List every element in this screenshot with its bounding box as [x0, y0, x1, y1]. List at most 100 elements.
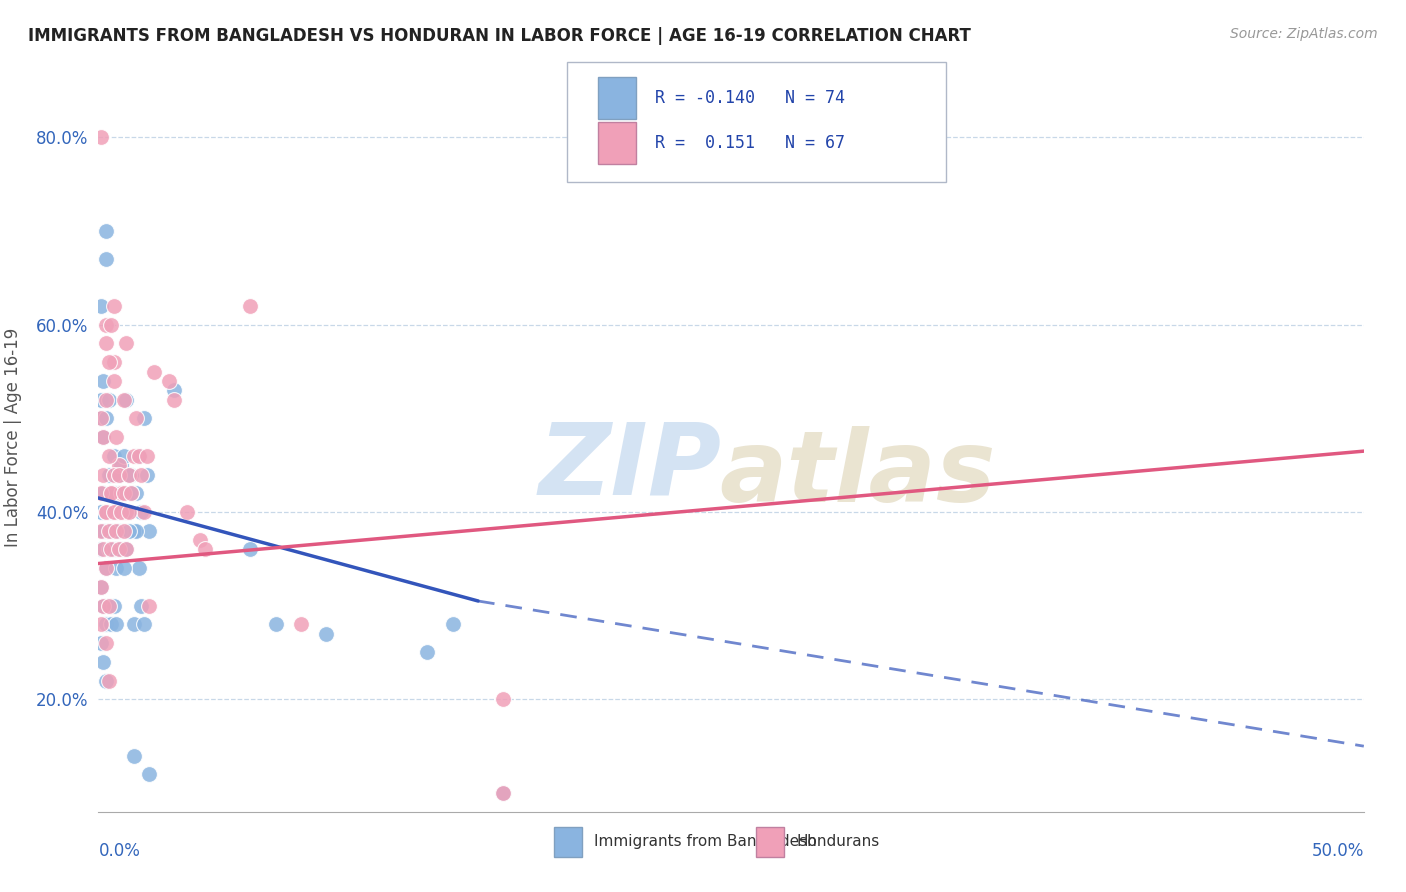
Point [97, 392, 120, 407]
Point [100, 617, 122, 632]
Point [93, 430, 115, 444]
Point [97, 542, 120, 557]
Point [115, 336, 138, 351]
FancyBboxPatch shape [599, 122, 636, 163]
FancyBboxPatch shape [756, 827, 785, 856]
Point [120, 467, 142, 482]
Point [122, 617, 145, 632]
Point [118, 505, 141, 519]
Point [118, 524, 141, 538]
Text: 0.0%: 0.0% [98, 842, 141, 860]
Point [115, 542, 138, 557]
Point [93, 655, 115, 669]
Point [94, 561, 117, 575]
Point [105, 561, 128, 575]
Point [122, 748, 145, 763]
Point [492, 692, 515, 706]
Point [90, 542, 112, 557]
Point [112, 561, 135, 575]
Point [97, 524, 120, 538]
Point [93, 542, 115, 557]
Point [93, 430, 115, 444]
Point [94, 252, 117, 266]
Point [441, 617, 464, 632]
Text: atlas: atlas [720, 426, 995, 523]
Point [94, 336, 117, 351]
Point [105, 524, 128, 538]
Point [100, 505, 122, 519]
Point [118, 505, 141, 519]
Point [112, 392, 135, 407]
Point [115, 542, 138, 557]
Point [90, 617, 112, 632]
Point [110, 486, 132, 500]
Text: 50.0%: 50.0% [1312, 842, 1364, 860]
FancyBboxPatch shape [599, 78, 636, 119]
Point [112, 486, 135, 500]
Point [94, 505, 117, 519]
Point [90, 486, 112, 500]
Point [416, 646, 439, 660]
Point [239, 542, 262, 557]
Point [94, 561, 117, 575]
Point [105, 467, 128, 482]
Point [112, 524, 135, 538]
Point [103, 467, 125, 482]
Point [143, 364, 166, 378]
Point [90, 411, 112, 425]
Point [122, 449, 145, 463]
Y-axis label: In Labor Force | Age 16-19: In Labor Force | Age 16-19 [4, 327, 22, 547]
Point [176, 505, 198, 519]
Point [105, 505, 128, 519]
Point [103, 505, 125, 519]
Point [115, 505, 138, 519]
Point [97, 599, 120, 613]
Point [107, 542, 129, 557]
Point [125, 524, 148, 538]
Text: R = -0.140   N = 74: R = -0.140 N = 74 [655, 89, 845, 107]
Point [131, 505, 153, 519]
Point [93, 599, 115, 613]
Point [94, 392, 117, 407]
Point [132, 411, 155, 425]
Point [90, 299, 112, 313]
Point [105, 617, 128, 632]
Point [135, 467, 157, 482]
Point [110, 505, 132, 519]
Point [110, 542, 132, 557]
FancyBboxPatch shape [567, 62, 946, 182]
Point [103, 486, 125, 500]
Point [132, 617, 155, 632]
Point [115, 505, 138, 519]
Point [492, 786, 515, 800]
Point [138, 524, 160, 538]
Text: IMMIGRANTS FROM BANGLADESH VS HONDURAN IN LABOR FORCE | AGE 16-19 CORRELATION CH: IMMIGRANTS FROM BANGLADESH VS HONDURAN I… [28, 27, 972, 45]
Text: Source: ZipAtlas.com: Source: ZipAtlas.com [1230, 27, 1378, 41]
Point [125, 411, 148, 425]
Point [103, 599, 125, 613]
Point [290, 617, 312, 632]
Point [138, 767, 160, 781]
Point [100, 486, 122, 500]
Point [112, 486, 135, 500]
Point [94, 617, 117, 632]
Point [188, 533, 211, 547]
Point [100, 467, 122, 482]
Point [120, 486, 142, 500]
Point [128, 449, 150, 463]
Point [105, 430, 128, 444]
Point [110, 505, 132, 519]
Point [100, 486, 122, 500]
Point [135, 449, 157, 463]
Point [107, 486, 129, 500]
Point [110, 458, 132, 473]
Text: ZIP: ZIP [538, 418, 721, 516]
Point [110, 505, 132, 519]
Point [93, 467, 115, 482]
Point [107, 524, 129, 538]
Point [239, 299, 262, 313]
Point [97, 467, 120, 482]
Point [90, 524, 112, 538]
Point [115, 392, 138, 407]
Text: Immigrants from Bangladesh: Immigrants from Bangladesh [595, 834, 817, 849]
